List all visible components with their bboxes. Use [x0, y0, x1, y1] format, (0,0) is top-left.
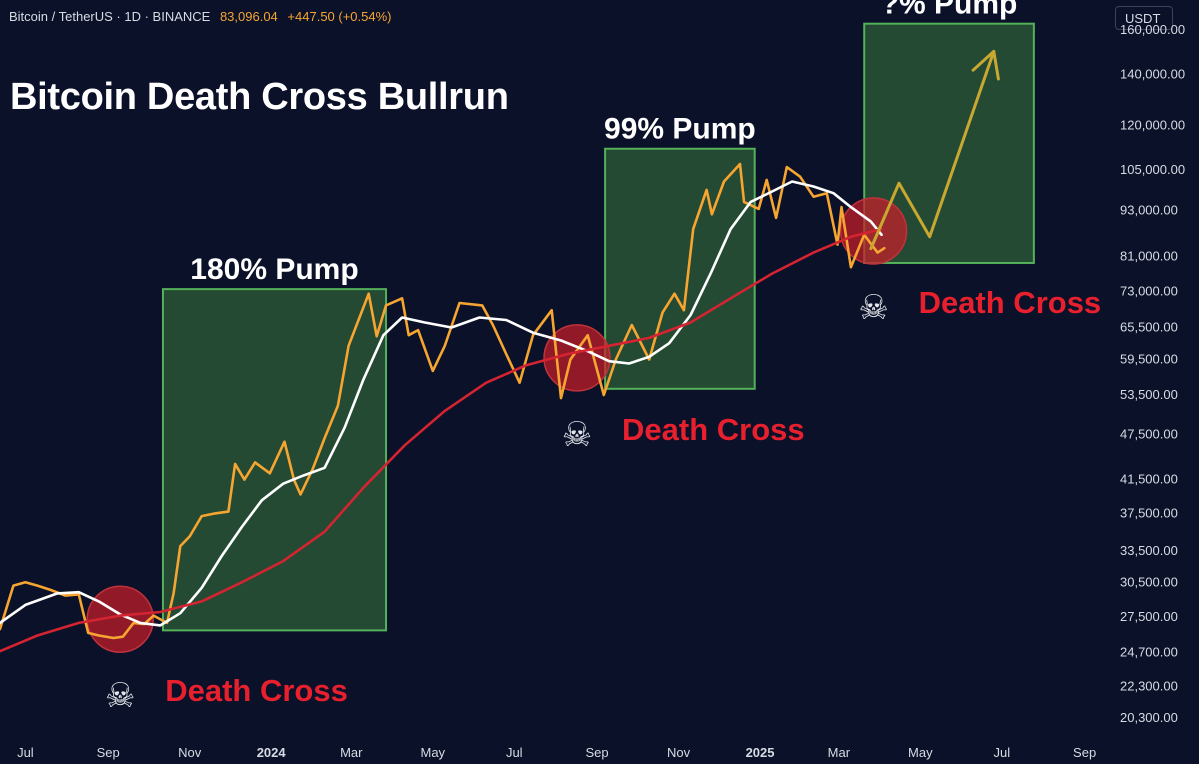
y-tick-label: 59,500.00 [1120, 352, 1178, 367]
skull-crossbones-icon: ☠ [858, 288, 888, 328]
x-tick-label: Jul [506, 745, 523, 760]
ma200-line [0, 227, 883, 653]
x-tick-label: May [420, 745, 445, 760]
pump-label: 180% Pump [190, 253, 358, 286]
y-tick-label: 41,500.00 [1120, 472, 1178, 487]
x-tick-label: Sep [586, 745, 609, 760]
x-tick-label: Mar [828, 745, 851, 760]
y-tick-label: 140,000.00 [1120, 66, 1185, 81]
y-tick-label: 37,500.00 [1120, 505, 1178, 520]
y-tick-label: 47,500.00 [1120, 427, 1178, 442]
y-tick-label: 73,000.00 [1120, 283, 1178, 298]
pump-box [604, 147, 756, 390]
x-tick-label: Jul [17, 745, 34, 760]
y-tick-label: 105,000.00 [1120, 162, 1185, 177]
death-cross-label: Death Cross [919, 285, 1102, 320]
x-tick-label: May [908, 745, 933, 760]
projection-arrow-line [869, 49, 996, 251]
pump-label: 99% Pump [604, 113, 756, 146]
x-tick-label: Mar [340, 745, 363, 760]
death-cross-label: Death Cross [622, 412, 805, 447]
x-tick-label: 2024 [257, 745, 287, 760]
projection-arrowhead [971, 49, 1000, 81]
y-tick-label: 120,000.00 [1120, 118, 1185, 133]
y-tick-label: 53,500.00 [1120, 387, 1178, 402]
skull-crossbones-icon: ☠ [562, 415, 592, 455]
pump-label: ?% Pump [881, 0, 1018, 21]
y-tick-label: 93,000.00 [1120, 203, 1178, 218]
death-cross-label: Death Cross [165, 673, 348, 708]
y-tick-label: 20,300.00 [1120, 710, 1178, 725]
currency-badge[interactable]: USDT [1115, 6, 1173, 30]
x-tick-label: 2025 [746, 745, 775, 760]
y-tick-label: 160,000.00 [1120, 22, 1185, 37]
pump-box [161, 288, 388, 632]
y-tick-label: 81,000.00 [1120, 249, 1178, 264]
symbol-name: Bitcoin / TetherUS · 1D · BINANCE [9, 9, 211, 24]
y-tick-label: 22,300.00 [1120, 679, 1178, 694]
y-tick-label: 24,700.00 [1120, 645, 1178, 660]
y-tick-label: 30,500.00 [1120, 574, 1178, 589]
symbol-header: Bitcoin / TetherUS · 1D · BINANCE 83,096… [9, 9, 392, 24]
x-tick-label: Nov [667, 745, 691, 760]
skull-crossbones-icon: ☠ [105, 676, 135, 716]
x-tick-label: Sep [97, 745, 120, 760]
price-change: +447.50 (+0.54%) [287, 9, 392, 24]
x-tick-label: Jul [993, 745, 1010, 760]
y-tick-label: 33,500.00 [1120, 543, 1178, 558]
x-tick-label: Sep [1073, 745, 1096, 760]
chart-title: Bitcoin Death Cross Bullrun [10, 76, 509, 118]
last-price: 83,096.04 [219, 9, 278, 24]
y-tick-label: 27,500.00 [1120, 609, 1178, 624]
x-tick-label: Nov [178, 745, 202, 760]
ma50-line [0, 180, 883, 627]
y-tick-label: 65,500.00 [1120, 320, 1178, 335]
